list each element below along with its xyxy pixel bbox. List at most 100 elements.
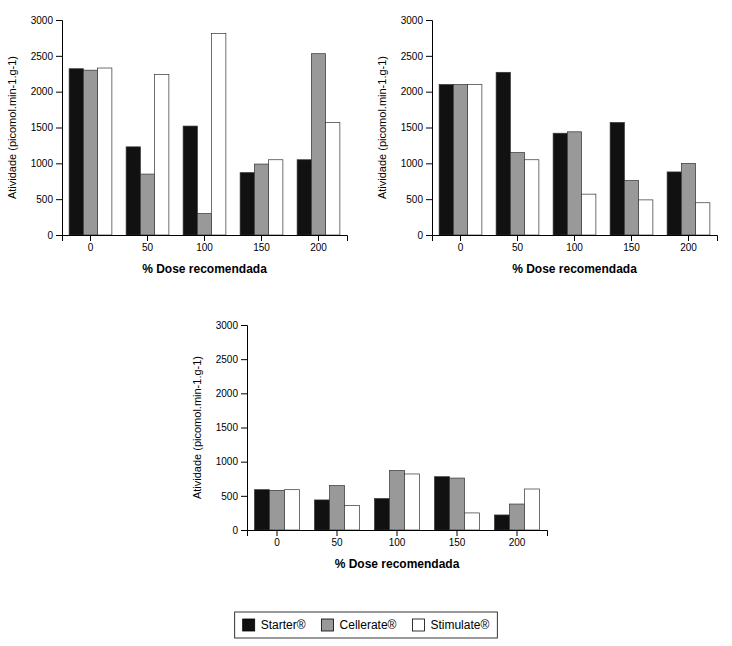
y-tick: 1000: [216, 456, 247, 467]
y-tick: 2000: [216, 388, 247, 399]
tick-mark: [56, 56, 62, 57]
tick-label: 50: [142, 242, 154, 253]
bar: [326, 122, 340, 235]
legend-swatch: [243, 619, 255, 631]
tick-label: 500: [406, 194, 423, 205]
x-tick: 100: [566, 235, 583, 253]
tick-label: 100: [389, 537, 406, 548]
panel: 050010001500200025003000050100150200% Do…: [6, 15, 348, 276]
x-tick: 150: [253, 235, 270, 253]
tick-label: 2500: [401, 51, 424, 62]
tick-mark: [426, 20, 432, 21]
tick-mark: [426, 199, 432, 200]
tick-label: 0: [47, 230, 53, 241]
tick-label: 200: [509, 537, 526, 548]
tick-mark: [426, 163, 432, 164]
y-tick: 1000: [31, 158, 62, 169]
tick-label: 3000: [401, 15, 424, 26]
legend: Starter®Cellerate®Stimulate®: [235, 612, 498, 638]
legend-label: Cellerate®: [340, 618, 397, 632]
tick-label: 1000: [401, 158, 424, 169]
bar: [140, 174, 154, 235]
tick-label: 3000: [31, 15, 54, 26]
y-tick: 2500: [401, 51, 432, 62]
bar: [510, 153, 524, 235]
bar: [567, 132, 581, 235]
y-tick: 1500: [31, 122, 62, 133]
axis-line: [56, 21, 63, 236]
tick-label: 2500: [31, 51, 54, 62]
tick-label: 2000: [216, 388, 239, 399]
tick-mark: [426, 128, 432, 129]
bar: [667, 172, 681, 235]
bar: [345, 505, 360, 530]
tick-label: 100: [566, 242, 583, 253]
y-tick: 500: [221, 491, 247, 502]
y-tick: 1500: [401, 122, 432, 133]
bar: [510, 504, 525, 530]
tick-label: 200: [680, 242, 697, 253]
y-axis: 0 500 1000 1500 2000 2500 3000: [31, 15, 63, 241]
x-tick: 100: [389, 530, 406, 548]
y-tick: 0: [47, 230, 62, 241]
x-tick: 0: [88, 235, 94, 253]
tick-label: 2000: [31, 86, 54, 97]
x-tick: 50: [512, 235, 524, 253]
bar: [311, 54, 325, 235]
tick-mark: [241, 325, 247, 326]
tick-mark: [517, 235, 518, 241]
x-tick: 200: [310, 235, 327, 253]
bar: [390, 471, 405, 530]
bar: [468, 85, 482, 236]
tick-label: 1000: [31, 158, 54, 169]
tick-mark: [631, 235, 632, 241]
tick-label: 0: [88, 242, 94, 253]
tick-mark: [241, 530, 247, 531]
x-tick: 0: [458, 235, 464, 253]
y-tick: 1500: [216, 422, 247, 433]
panel: 050010001500200025003000050100150200% Do…: [191, 320, 548, 571]
tick-label: 1500: [31, 122, 54, 133]
bar: [624, 181, 638, 235]
bars: [69, 34, 340, 235]
tick-label: 0: [232, 525, 238, 536]
tick-label: 0: [417, 230, 423, 241]
bar: [450, 478, 465, 530]
bar: [553, 133, 567, 235]
tick-label: 100: [196, 242, 213, 253]
y-tick: 2000: [401, 86, 432, 97]
tick-mark: [241, 428, 247, 429]
tick-mark: [426, 235, 432, 236]
tick-mark: [337, 530, 338, 536]
axis-line: [241, 326, 248, 531]
tick-mark: [241, 359, 247, 360]
bar: [439, 85, 453, 236]
bar: [83, 70, 97, 235]
bars: [255, 471, 540, 530]
x-axis-title: % Dose recomendada: [512, 262, 637, 276]
bar: [582, 194, 596, 235]
bar: [315, 500, 330, 530]
y-tick: 2500: [216, 354, 247, 365]
y-tick: 0: [232, 525, 247, 536]
tick-label: 200: [310, 242, 327, 253]
bar: [297, 160, 311, 235]
tick-mark: [688, 235, 689, 241]
bar: [254, 164, 268, 235]
y-tick: 2000: [31, 86, 62, 97]
y-tick: 2500: [31, 51, 62, 62]
bar: [285, 490, 300, 530]
tick-mark: [397, 530, 398, 536]
bar: [496, 72, 510, 235]
tick-mark: [90, 235, 91, 241]
y-tick: 500: [406, 194, 432, 205]
y-axis: 0 500 1000 1500 2000 2500 3000: [216, 320, 248, 536]
legend-swatch: [322, 619, 334, 631]
tick-label: 3000: [216, 320, 239, 331]
tick-label: 2500: [216, 354, 239, 365]
x-tick: 100: [196, 235, 213, 253]
x-tick: 200: [680, 235, 697, 253]
legend-label: Starter®: [261, 618, 306, 632]
y-tick: 500: [36, 194, 62, 205]
tick-mark: [56, 20, 62, 21]
